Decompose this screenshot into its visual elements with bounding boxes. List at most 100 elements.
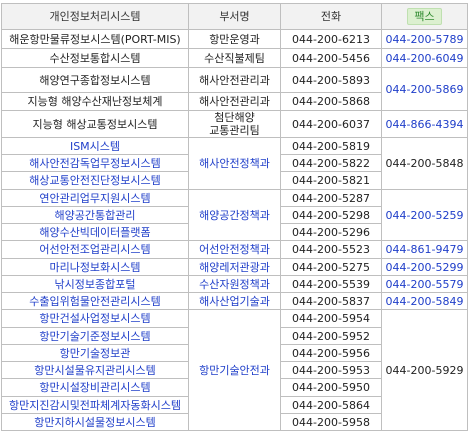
phone-cell-text: 044-200-5819 <box>292 139 370 153</box>
system-name-cell: 항만지하시설물정보시스템 <box>1 414 189 431</box>
system-name-cell-text: 항만기술기준정보시스템 <box>39 329 151 343</box>
phone-cell: 044-200-5950 <box>281 379 382 397</box>
system-name-cell-text: 어선안전조업관리시스템 <box>39 243 151 256</box>
fax-cell: 044-200-6049 <box>382 49 468 68</box>
header-system-label: 개인정보처리시스템 <box>49 10 141 23</box>
phone-cell-text: 044-200-5958 <box>292 415 370 429</box>
dept-cell-text: 항만기술안전과 <box>199 363 270 377</box>
fax-cell-text: 044-200-6049 <box>385 51 464 65</box>
dept-cell: 해사안전정책과 <box>189 138 281 190</box>
phone-cell: 044-200-5287 <box>281 190 382 207</box>
phone-cell-text: 044-200-5953 <box>292 363 370 377</box>
phone-cell: 044-200-5821 <box>281 172 382 190</box>
dept-cell-text: 해사안전관리과 <box>199 95 270 108</box>
phone-cell: 044-200-6213 <box>281 30 382 49</box>
system-name-cell: 해상교통안전진단정보시스템 <box>1 172 189 190</box>
fax-cell: 044-200-5259 <box>382 190 468 241</box>
system-name-cell-text: 항만건설사업정보시스템 <box>39 312 151 325</box>
system-name-cell-text: 해양연구종합정보시스템 <box>39 73 151 87</box>
system-name-cell-text: 해양공간통합관리 <box>54 208 136 222</box>
system-name-cell: 항만시설물유지관리시스템 <box>1 362 189 379</box>
phone-cell-text: 044-200-5837 <box>292 294 370 308</box>
phone-cell: 044-200-5953 <box>281 362 382 379</box>
phone-cell: 044-200-6037 <box>281 111 382 138</box>
dept-cell-text: 첨단해양 교통관리팀 <box>209 111 260 137</box>
system-name-cell: 해운항만물류정보시스템(PORT-MIS) <box>1 30 189 49</box>
fax-cell: 044-200-5579 <box>382 276 468 293</box>
phone-cell: 044-200-5819 <box>281 138 382 155</box>
system-name-cell-text: 항만시설물유지관리시스템 <box>34 363 156 377</box>
dept-cell: 해사산업기술과 <box>189 293 281 310</box>
header-phone: 전화 <box>281 3 382 30</box>
system-name-cell: 수출입위험물안전관리시스템 <box>1 293 189 310</box>
phone-cell: 044-200-5456 <box>281 49 382 68</box>
phone-cell: 044-200-5822 <box>281 155 382 172</box>
system-name-cell: 해사안전감독업무정보시스템 <box>1 155 189 172</box>
fax-cell-text: 044-200-5929 <box>385 363 464 377</box>
system-name-cell: 해양공간통합관리 <box>1 207 189 224</box>
fax-cell: 044-861-9479 <box>382 241 468 259</box>
phone-cell: 044-200-5868 <box>281 93 382 111</box>
phone-cell-text: 044-200-5822 <box>292 156 370 170</box>
phone-cell: 044-200-5958 <box>281 414 382 431</box>
system-name-cell: 항만시설장비관리시스템 <box>1 379 189 397</box>
dept-cell: 해양레저관광과 <box>189 259 281 276</box>
system-name-cell: 마리나정보화시스템 <box>1 259 189 276</box>
fax-cell-text: 044-200-5869 <box>385 82 464 96</box>
dept-cell-text: 해사안전정책과 <box>199 157 270 170</box>
phone-cell-text: 044-200-5956 <box>292 346 370 360</box>
phone-cell-text: 044-200-6213 <box>292 32 370 46</box>
phone-cell-text: 044-200-5275 <box>292 260 370 274</box>
fax-cell-text: 044-866-4394 <box>385 117 464 131</box>
fax-cell: 044-200-5299 <box>382 259 468 276</box>
phone-cell-text: 044-200-5821 <box>292 174 370 187</box>
phone-cell-text: 044-200-5287 <box>292 191 370 205</box>
system-name-cell: 해양연구종합정보시스템 <box>1 68 189 93</box>
system-name-cell-text: 해운항만물류정보시스템(PORT-MIS) <box>9 32 181 46</box>
phone-cell: 044-200-5864 <box>281 397 382 414</box>
system-name-cell-text: 해사안전감독업무정보시스템 <box>29 156 161 170</box>
fax-cell: 044-200-5848 <box>382 138 468 190</box>
fax-cell: 044-866-4394 <box>382 111 468 138</box>
fax-cell: 044-200-5869 <box>382 68 468 111</box>
phone-cell-text: 044-200-6037 <box>292 117 370 131</box>
phone-cell-text: 044-200-5893 <box>292 73 370 87</box>
header-dept: 부서명 <box>189 3 281 30</box>
fax-cell-text: 044-200-5849 <box>385 294 464 308</box>
dept-cell: 수산자원정책과 <box>189 276 281 293</box>
fax-cell: 044-200-5849 <box>382 293 468 310</box>
fax-cell: 044-200-5929 <box>382 310 468 431</box>
system-name-cell-text: 연안관리업무지원시스템 <box>39 191 151 205</box>
fax-cell-text: 044-200-5259 <box>385 208 464 222</box>
header-fax-label: 팩스 <box>407 8 442 25</box>
fax-cell-text: 044-200-5789 <box>385 32 464 46</box>
system-name-cell-text: 수출입위험물안전관리시스템 <box>29 294 161 308</box>
system-name-cell: 항만지진감시및전파체계자동화시스템 <box>1 397 189 414</box>
header-phone-label: 전화 <box>320 10 342 23</box>
system-name-cell-text: 지능형 해양수산재난정보체계 <box>27 95 163 108</box>
phone-cell: 044-200-5893 <box>281 68 382 93</box>
dept-cell-text: 해양공간정책과 <box>199 208 270 222</box>
phone-cell: 044-200-5954 <box>281 310 382 328</box>
dept-cell: 해사안전관리과 <box>189 93 281 111</box>
system-name-cell-text: ISM시스템 <box>69 139 121 153</box>
phone-cell-text: 044-200-5539 <box>292 277 370 291</box>
fax-cell-text: 044-200-5848 <box>385 157 464 170</box>
dept-cell: 해양공간정책과 <box>189 190 281 241</box>
dept-cell-text: 항만운영과 <box>209 32 260 46</box>
phone-cell: 044-200-5275 <box>281 259 382 276</box>
phone-cell: 044-200-5296 <box>281 224 382 241</box>
dept-cell: 해사안전관리과 <box>189 68 281 93</box>
dept-cell: 어선안전정책과 <box>189 241 281 259</box>
system-name-cell-text: 항만지진감시및전파체계자동화시스템 <box>8 398 182 412</box>
system-name-cell: 수산정보통합시스템 <box>1 49 189 68</box>
fax-cell: 044-200-5789 <box>382 30 468 49</box>
system-name-cell: 연안관리업무지원시스템 <box>1 190 189 207</box>
phone-cell-text: 044-200-5296 <box>292 225 370 239</box>
header-system: 개인정보처리시스템 <box>1 3 189 30</box>
system-name-cell: 항만건설사업정보시스템 <box>1 310 189 328</box>
system-name-cell-text: 항만기술정보관 <box>59 346 131 360</box>
dept-cell: 첨단해양 교통관리팀 <box>189 111 281 138</box>
system-name-cell: ISM시스템 <box>1 138 189 155</box>
